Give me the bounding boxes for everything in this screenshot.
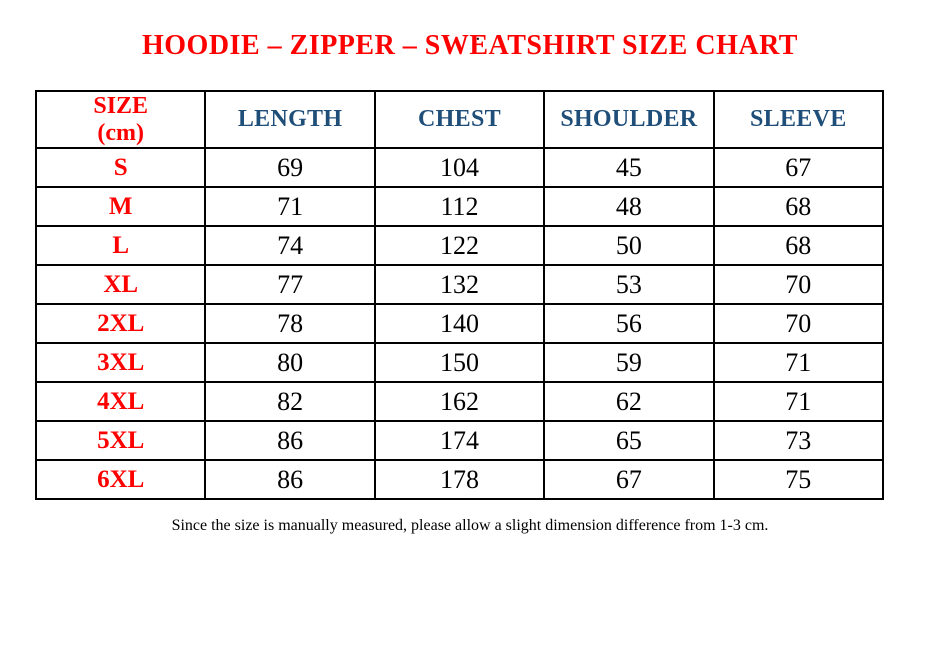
table-header: SIZE (cm) LENGTH CHEST SHOULDER SLEEVE [34, 90, 885, 149]
shoulder-value: 62 [543, 381, 715, 422]
length-value: 78 [204, 303, 376, 344]
chest-value: 178 [373, 459, 546, 500]
sleeve-value: 73 [712, 420, 885, 461]
length-value: 86 [204, 459, 376, 500]
chest-value: 122 [373, 225, 546, 266]
size-label: 3XL [34, 342, 207, 383]
size-label: 6XL [34, 459, 207, 500]
sleeve-value: 75 [712, 459, 885, 500]
shoulder-value: 59 [543, 342, 715, 383]
stray-dot: . [476, 28, 480, 44]
table-row-3xl: 3XL 80 150 59 71 [34, 342, 885, 383]
header-length: LENGTH [204, 90, 376, 149]
chest-value: 174 [373, 420, 546, 461]
header-chest: CHEST [373, 90, 546, 149]
header-size-line2: (cm) [97, 119, 145, 146]
shoulder-value: 45 [543, 147, 715, 188]
sleeve-value: 67 [712, 147, 885, 188]
chest-value: 140 [373, 303, 546, 344]
sleeve-value: 71 [712, 342, 885, 383]
sleeve-value: 68 [712, 186, 885, 227]
size-label: M [34, 186, 207, 227]
sleeve-value: 68 [712, 225, 885, 266]
shoulder-value: 50 [543, 225, 715, 266]
table-row-m: M 71 112 48 68 [34, 186, 885, 227]
header-shoulder: SHOULDER [543, 90, 715, 149]
sleeve-value: 71 [712, 381, 885, 422]
size-label: L [34, 225, 207, 266]
shoulder-value: 53 [543, 264, 715, 305]
table-row-4xl: 4XL 82 162 62 71 [34, 381, 885, 422]
table-body: S 69 104 45 67 M 71 112 48 68 L 74 122 5… [34, 147, 885, 500]
table-row-s: S 69 104 45 67 [34, 147, 885, 188]
table-row-5xl: 5XL 86 174 65 73 [34, 420, 885, 461]
length-value: 80 [204, 342, 376, 383]
header-row: SIZE (cm) LENGTH CHEST SHOULDER SLEEVE [34, 90, 885, 149]
shoulder-value: 56 [543, 303, 715, 344]
sleeve-value: 70 [712, 303, 885, 344]
size-label: XL [34, 264, 207, 305]
length-value: 69 [204, 147, 376, 188]
table-row-2xl: 2XL 78 140 56 70 [34, 303, 885, 344]
table-row-xl: XL 77 132 53 70 [34, 264, 885, 305]
size-label: 5XL [34, 420, 207, 461]
chest-value: 150 [373, 342, 546, 383]
header-sleeve: SLEEVE [712, 90, 885, 149]
size-label: 2XL [34, 303, 207, 344]
size-label: 4XL [34, 381, 207, 422]
shoulder-value: 48 [543, 186, 715, 227]
sleeve-value: 70 [712, 264, 885, 305]
chest-value: 104 [373, 147, 546, 188]
chest-value: 112 [373, 186, 546, 227]
length-value: 86 [204, 420, 376, 461]
chest-value: 162 [373, 381, 546, 422]
length-value: 74 [204, 225, 376, 266]
length-value: 71 [204, 186, 376, 227]
length-value: 82 [204, 381, 376, 422]
size-chart-table: SIZE (cm) LENGTH CHEST SHOULDER SLEEVE S… [34, 90, 885, 500]
chest-value: 132 [373, 264, 546, 305]
table-row-l: L 74 122 50 68 [34, 225, 885, 266]
size-label: S [34, 147, 207, 188]
shoulder-value: 65 [543, 420, 715, 461]
shoulder-value: 67 [543, 459, 715, 500]
header-size-cm: SIZE (cm) [34, 90, 207, 149]
table-row-6xl: 6XL 86 178 67 75 [34, 459, 885, 500]
header-size-line1: SIZE [93, 92, 149, 119]
page-title: HOODIE – ZIPPER – SWEATSHIRT SIZE CHART [142, 30, 798, 61]
length-value: 77 [204, 264, 376, 305]
measurement-disclaimer: Since the size is manually measured, ple… [171, 517, 769, 534]
